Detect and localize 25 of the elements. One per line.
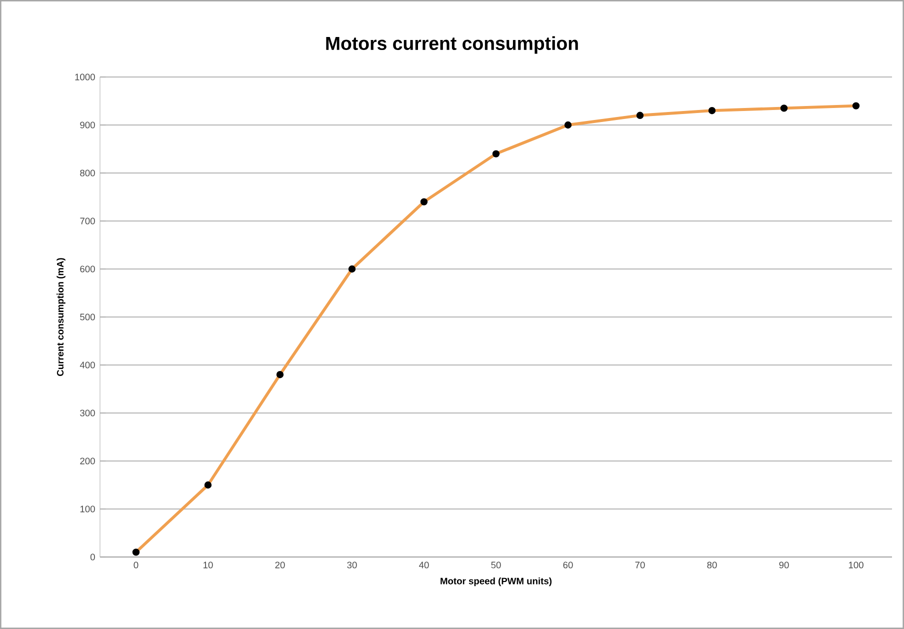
x-tick-label: 40 bbox=[419, 562, 429, 568]
y-tick-label: 300 bbox=[80, 410, 95, 416]
x-tick-label: 0 bbox=[134, 562, 138, 568]
y-tick-label: 0 bbox=[90, 554, 95, 560]
y-tick-label: 700 bbox=[80, 218, 95, 224]
x-tick-label: 90 bbox=[779, 562, 789, 568]
chart-title: Motors current consumption bbox=[326, 36, 578, 54]
x-tick-label: 50 bbox=[491, 562, 501, 568]
y-tick-label: 100 bbox=[80, 506, 95, 512]
y-tick-label: 600 bbox=[80, 266, 95, 272]
y-tick-label: 900 bbox=[80, 122, 95, 128]
y-tick-label: 1000 bbox=[75, 74, 95, 80]
x-tick-label: 30 bbox=[347, 562, 357, 568]
x-tick-label: 20 bbox=[275, 562, 285, 568]
x-tick-label: 70 bbox=[635, 562, 645, 568]
y-axis-title: Current consumption (mA) bbox=[56, 258, 66, 376]
x-tick-label: 10 bbox=[204, 562, 213, 568]
y-tick-label: 800 bbox=[80, 170, 95, 176]
x-tick-label: 100 bbox=[848, 562, 864, 568]
x-tick-label: 80 bbox=[707, 562, 717, 568]
y-tick-label: 200 bbox=[80, 458, 95, 464]
y-tick-label: 400 bbox=[80, 362, 95, 368]
x-tick-label: 60 bbox=[563, 562, 573, 568]
y-tick-label: 500 bbox=[80, 314, 95, 320]
x-axis-title: Motor speed (PWM units) bbox=[440, 577, 552, 586]
